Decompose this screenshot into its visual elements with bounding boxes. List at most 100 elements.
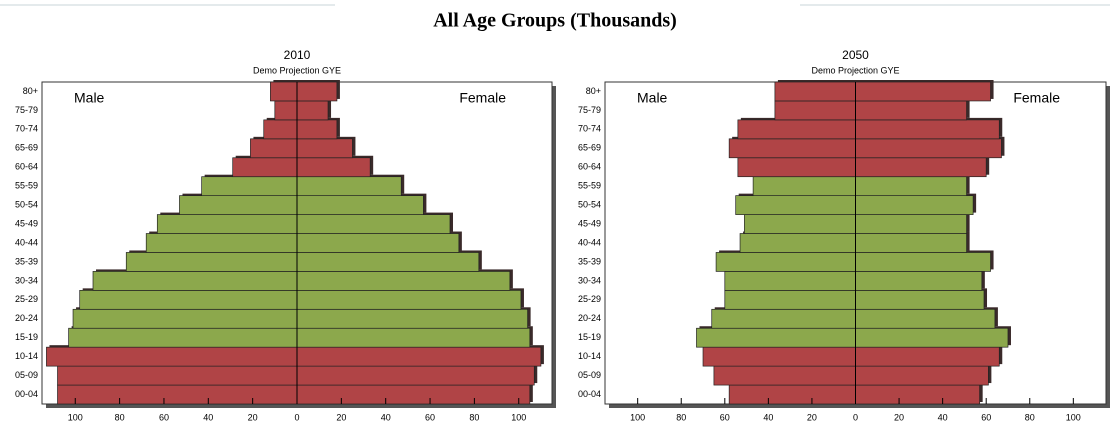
- bar: [855, 100, 967, 121]
- bar: [752, 176, 856, 196]
- bar: [735, 195, 856, 215]
- bar: [296, 195, 424, 215]
- bar: [737, 119, 856, 140]
- x-tick-label: 100: [511, 412, 526, 422]
- bar: [774, 100, 856, 121]
- bar: [296, 327, 531, 348]
- bar: [713, 365, 856, 386]
- bar: [250, 138, 298, 159]
- bar: [179, 195, 298, 215]
- bar: [855, 119, 1000, 140]
- bar: [296, 100, 329, 121]
- y-tick-label: 45-49: [578, 218, 601, 228]
- bar: [855, 157, 987, 178]
- bar: [855, 290, 985, 310]
- x-tick-label: 20: [336, 412, 346, 422]
- bar: [855, 195, 974, 215]
- y-tick-label: 65-69: [578, 143, 601, 153]
- x-tick-label: 20: [248, 412, 258, 422]
- bar: [855, 365, 989, 386]
- y-tick-label: 00-04: [15, 389, 38, 399]
- y-tick-label: 60-64: [15, 162, 38, 172]
- y-tick-label: 65-69: [15, 143, 38, 153]
- y-tick-label: 20-24: [578, 313, 601, 323]
- x-tick-label: 60: [159, 412, 169, 422]
- x-tick-label: 60: [720, 412, 730, 422]
- x-tick-label: 0: [853, 412, 858, 422]
- bar: [232, 157, 298, 178]
- x-tick-label: 40: [381, 412, 391, 422]
- x-tick-label: 40: [938, 412, 948, 422]
- y-tick-label: 10-14: [578, 351, 601, 361]
- y-tick-label: 35-39: [578, 256, 601, 266]
- bar: [125, 252, 298, 272]
- bar: [696, 327, 856, 348]
- y-tick-label: 00-04: [578, 389, 601, 399]
- bar: [855, 308, 996, 329]
- y-tick-label: 55-59: [15, 181, 38, 191]
- legend-label: Male: [637, 90, 668, 106]
- bar: [855, 346, 1000, 367]
- bar: [270, 81, 298, 102]
- y-tick-label: 75-79: [578, 105, 601, 115]
- bar: [296, 157, 371, 178]
- bar: [855, 138, 1002, 159]
- bar: [855, 327, 1009, 348]
- y-tick-label: 70-74: [15, 124, 38, 134]
- page-title: All Age Groups (Thousands): [433, 10, 677, 32]
- y-tick-label: 25-29: [578, 294, 601, 304]
- bar: [728, 138, 856, 159]
- bar: [296, 176, 402, 196]
- bar: [201, 176, 298, 196]
- y-tick-label: 60-64: [578, 162, 601, 172]
- bar: [296, 384, 531, 405]
- bar: [72, 308, 298, 329]
- y-tick-label: 50-54: [15, 199, 38, 209]
- x-tick-label: 40: [203, 412, 213, 422]
- y-tick-label: 20-24: [15, 313, 38, 323]
- bar: [855, 214, 967, 234]
- y-tick-label: 30-34: [15, 275, 38, 285]
- x-tick-label: 100: [1066, 412, 1081, 422]
- bar: [296, 365, 535, 386]
- bar: [79, 290, 298, 310]
- bar: [156, 214, 298, 234]
- bar: [296, 138, 353, 159]
- bar: [296, 119, 338, 140]
- bar: [92, 271, 298, 291]
- y-tick-label: 15-19: [578, 332, 601, 342]
- bar: [724, 271, 856, 291]
- bar: [263, 119, 298, 140]
- bar: [715, 252, 856, 272]
- y-tick-label: 70-74: [578, 124, 601, 134]
- y-tick-label: 80+: [23, 86, 38, 96]
- bar: [296, 81, 338, 102]
- bar: [728, 384, 856, 405]
- y-tick-label: 45-49: [15, 218, 38, 228]
- y-tick-label: 25-29: [15, 294, 38, 304]
- y-tick-label: 35-39: [15, 256, 38, 266]
- bar: [296, 308, 528, 329]
- bar: [711, 308, 856, 329]
- y-tick-label: 40-44: [15, 237, 38, 247]
- bar: [855, 384, 981, 405]
- chart-title: 2010: [284, 48, 311, 62]
- bar: [737, 157, 856, 178]
- x-tick-label: 40: [763, 412, 773, 422]
- y-tick-label: 40-44: [578, 237, 601, 247]
- x-tick-label: 20: [894, 412, 904, 422]
- y-tick-label: 10-14: [15, 351, 38, 361]
- bar: [296, 271, 511, 291]
- bar: [296, 233, 460, 253]
- y-tick-label: 55-59: [578, 181, 601, 191]
- y-tick-label: 80+: [586, 86, 601, 96]
- x-tick-label: 20: [807, 412, 817, 422]
- x-tick-label: 80: [115, 412, 125, 422]
- chart-title: 2050: [842, 48, 869, 62]
- bar: [296, 214, 451, 234]
- bar: [296, 346, 542, 367]
- x-tick-label: 80: [676, 412, 686, 422]
- bar: [702, 346, 856, 367]
- bar: [296, 290, 522, 310]
- x-tick-label: 100: [630, 412, 645, 422]
